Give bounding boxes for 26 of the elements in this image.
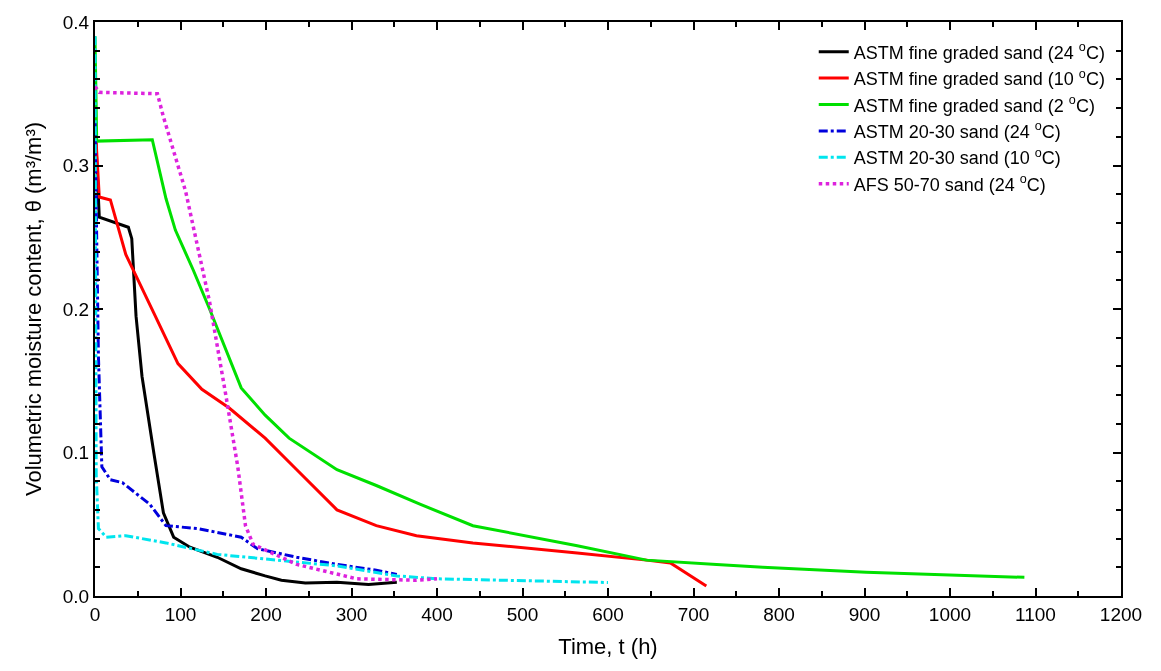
y-tick-label: 0.4 [62,11,90,33]
x-tick-label: 600 [592,603,624,625]
x-tick-label: 200 [250,603,282,625]
x-tick-label: 500 [506,603,539,625]
legend-label: AFS 50-70 sand (24 $^{o}$C) [853,172,1046,195]
y-tick-label: 0.2 [62,298,90,320]
x-axis-title: Time, t (h) [558,634,658,660]
x-tick-label: 800 [763,603,795,625]
legend-label: ASTM fine graded sand (10 $^{o}$C) [853,66,1105,90]
x-tick-label: 1200 [1099,603,1143,625]
x-tick-label: 1100 [1015,603,1056,625]
x-tick-label: 900 [848,603,881,625]
x-tick-label: 0 [89,603,101,625]
x-tick-label: 700 [677,603,710,625]
x-tick-label: 1000 [928,603,972,625]
x-tick-label: 300 [335,603,368,625]
x-tick-label: 100 [164,603,197,625]
legend-label: ASTM fine graded sand (24 $^{o}$C) [853,40,1105,63]
y-tick-label: 0.3 [62,155,90,177]
legend-label: ASTM 20-30 sand (10 $^{o}$C) [853,145,1061,169]
y-tick-label: 0.1 [62,442,90,464]
x-tick-label: 400 [421,603,453,625]
legend-label: ASTM fine graded sand (2 $^{o}$C) [853,92,1095,116]
legend-label: ASTM 20-30 sand (24 $^{o}$C) [853,119,1061,142]
y-axis-title: Volumetric moisture content, θ (m³/m³) [21,121,47,497]
y-tick-label: 0.0 [62,585,90,607]
